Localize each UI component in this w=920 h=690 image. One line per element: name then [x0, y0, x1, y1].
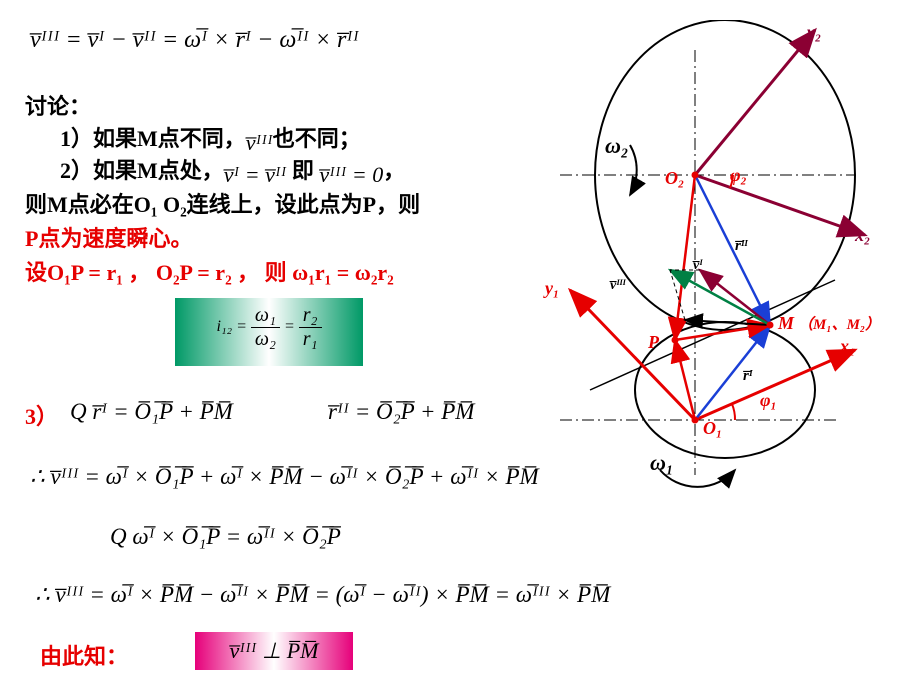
arc-omega2	[630, 145, 637, 195]
eq-q: Q ω̅ᴵ × O̅₁̅P̅ = ω̅ᴵᴵ × O̅₂̅P̅	[110, 520, 341, 555]
diagram: y₂ x₂ O₂ φ₂ ω₂ y₁ x₁ O₁ φ₁ ω₁ M （M₁、M₂） …	[535, 20, 915, 500]
eq3a: Q r̅ᴵ = O̅₁̅P̅ + P̅M̅	[70, 395, 233, 430]
vec-v1	[700, 270, 770, 325]
ellipse-small	[635, 322, 815, 458]
ratio-num1: ω₁	[251, 304, 280, 328]
pt-O2	[692, 172, 699, 179]
point1-b: 也不同；	[273, 126, 361, 151]
lbl-omega1: ω₁	[650, 450, 674, 476]
point2-c: ，	[383, 158, 405, 183]
lbl-M12: （M₁、M₂）	[798, 313, 880, 334]
lbl-O2: O₂	[665, 168, 684, 189]
lbl-r1: r̅ᴵ	[743, 368, 752, 385]
pt-O1	[692, 417, 699, 424]
eq-top: v̅ᴵᴵᴵ = v̅ᴵ − v̅ᴵᴵ = ω̅ᴵ × r̅ᴵ − ω̅ᴵᴵ × …	[30, 22, 359, 58]
point1-a: 1）如果M点不同，	[60, 126, 246, 151]
p-center: P点为速度瞬心。	[25, 222, 192, 255]
lbl-phi1: φ₁	[760, 390, 777, 411]
lbl-v2: v̅ᴵᴵ	[690, 315, 702, 331]
point2-b: 即	[286, 158, 319, 183]
lbl-x1: x₁	[840, 336, 855, 357]
ratio-den1: ω₂	[251, 328, 280, 351]
inline-v1eq: v̅ᴵ = v̅ᴵᴵ	[224, 162, 287, 187]
final-box: v̅ᴵᴵᴵ ⊥ P̅M̅	[195, 632, 353, 670]
point1: 1）如果M点不同，v̅ᴵᴵᴵ也不同；	[60, 122, 361, 155]
discuss-label: 讨论：	[25, 90, 91, 123]
lbl-v1: v̅ᴵ	[693, 258, 702, 274]
lbl-v21: v̅ᴵᴵᴵ	[610, 278, 625, 294]
lbl-y1: y₁	[545, 278, 559, 299]
axis-y1	[570, 290, 695, 420]
point2-a: 2）如果M点处，	[60, 158, 224, 183]
ratio-eq: =	[284, 318, 295, 335]
inline-v21-1: v̅ᴵᴵᴵ	[246, 130, 273, 155]
lbl-M: M	[778, 313, 794, 334]
point2: 2）如果M点处，v̅ᴵ = v̅ᴵᴵ 即 v̅ᴵᴵᴵ = 0，	[60, 154, 405, 187]
lbl-r2: r̅ᴵᴵ	[735, 238, 747, 255]
pt-P	[672, 337, 679, 344]
lbl-x2: x₂	[855, 225, 870, 246]
line-then: 则M点必在O₁ O₂连线上，设此点为P，则	[25, 188, 420, 221]
inline-v21zero: v̅ᴵᴵᴵ = 0	[319, 162, 383, 187]
therefore-label: 由此知：	[40, 640, 128, 673]
lbl-O1: O₁	[703, 418, 722, 439]
lbl-omega2: ω₂	[605, 133, 629, 159]
ratio-num2: r₂	[299, 304, 322, 328]
arc-phi1	[732, 404, 735, 420]
page-root: v̅ᴵᴵᴵ = v̅ᴵ − v̅ᴵᴵ = ω̅ᴵ × r̅ᴵ − ω̅ᴵᴵ × …	[0, 0, 920, 690]
lbl-y2: y₂	[807, 22, 821, 43]
ratio-den2: r₁	[299, 328, 322, 351]
eq3b: r̅ᴵᴵ = O̅₂̅P̅ + P̅M̅	[328, 395, 474, 430]
item3-label: 3）	[25, 400, 58, 433]
pt-M	[767, 322, 774, 329]
set-line: 设O₁P = r₁ ， O₂P = r₂ ， 则 ω₁r₁ = ω₂r₂	[25, 256, 394, 289]
diagram-svg	[535, 20, 915, 500]
lbl-phi2: φ₂	[730, 165, 747, 186]
ratio-box: i₁₂ = ω₁ ω₂ = r₂ r₁	[175, 298, 363, 366]
axis-y2	[695, 30, 815, 175]
ratio-lhs: i₁₂ =	[217, 318, 247, 335]
lbl-P: P	[648, 332, 659, 353]
eq-final: ∴ v̅ᴵᴵᴵ = ω̅ᴵ × P̅M̅ − ω̅ᴵᴵ × P̅M̅ = (ω̅…	[35, 578, 905, 613]
